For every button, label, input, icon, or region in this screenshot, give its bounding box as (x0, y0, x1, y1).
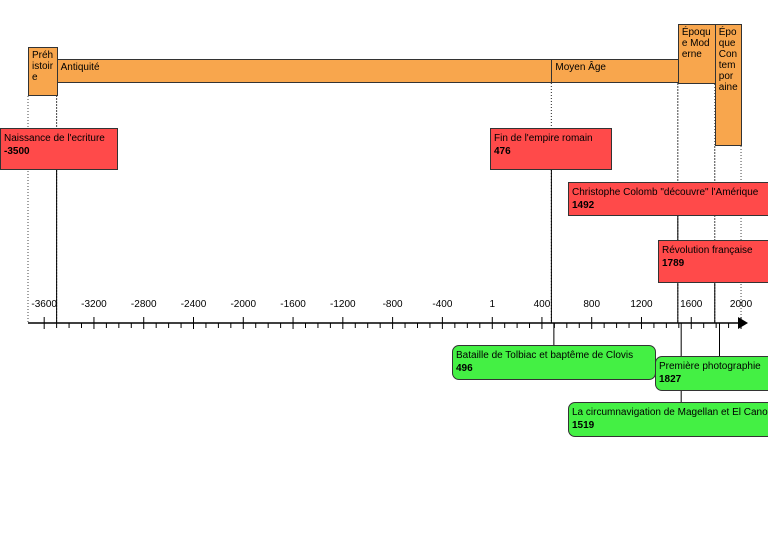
event-year: 496 (456, 363, 473, 374)
period: Époque Moderne (677, 24, 716, 84)
period: Moyen Âge (551, 59, 679, 83)
event-label: La circumnavigation de Magellan et El Ca… (572, 407, 768, 418)
period: Époque Contemporaine (714, 24, 743, 146)
tick-label: -3200 (81, 299, 107, 310)
tick-label: 2000 (729, 299, 753, 310)
event-year: 1519 (572, 420, 595, 431)
event-box: La circumnavigation de Magellan et El Ca… (568, 402, 768, 437)
tick-label: -800 (382, 299, 403, 310)
tick-label: 1600 (680, 299, 703, 310)
tick-label: 400 (533, 299, 551, 310)
event-label: Naissance de l'ecriture (4, 133, 105, 144)
tick-label: -2800 (130, 299, 157, 310)
event-box: Bataille de Tolbiac et baptême de Clovis… (452, 345, 656, 380)
axis-arrow (738, 317, 748, 329)
tick-label: -1600 (280, 299, 306, 310)
period-label: Moyen Âge (555, 62, 606, 73)
event-year: -3500 (4, 146, 30, 157)
event-box: Première photographie 1827 (655, 356, 768, 391)
tick-label: 800 (583, 299, 601, 310)
event-box: Révolution française 1789 (658, 240, 768, 283)
period-label: Antiquité (60, 62, 100, 73)
tick-label: -400 (432, 299, 453, 310)
tick-label: -1200 (330, 299, 356, 310)
event-box: Christophe Colomb "découvre" l'Amérique 1… (568, 182, 768, 216)
event-label: Première photographie (659, 361, 761, 372)
period: Antiquité (56, 59, 553, 83)
event-year: 476 (494, 146, 511, 157)
event-box: Fin de l'empire romain 476 (490, 128, 612, 170)
period: Préhistoire (28, 47, 58, 96)
event-label: Fin de l'empire romain (494, 133, 593, 144)
tick-label: -2000 (230, 299, 257, 310)
event-year: 1492 (572, 200, 595, 211)
event-label: Christophe Colomb "découvre" l'Amérique (572, 187, 759, 198)
tick-label: -2400 (180, 299, 207, 310)
period-label: Époque Contemporaine (718, 27, 738, 93)
tick-label: 1200 (630, 299, 653, 310)
tick-label: 1 (489, 299, 496, 310)
event-year: 1789 (662, 258, 685, 269)
period-label: Préhistoire (32, 50, 54, 83)
period-label: Époque Moderne (681, 27, 711, 60)
event-year: 1827 (659, 374, 682, 385)
tick-label: -3600 (31, 299, 57, 310)
event-label: Révolution française (662, 245, 753, 256)
event-box: Naissance de l'ecriture -3500 (0, 128, 118, 170)
event-label: Bataille de Tolbiac et baptême de Clovis (456, 350, 634, 361)
